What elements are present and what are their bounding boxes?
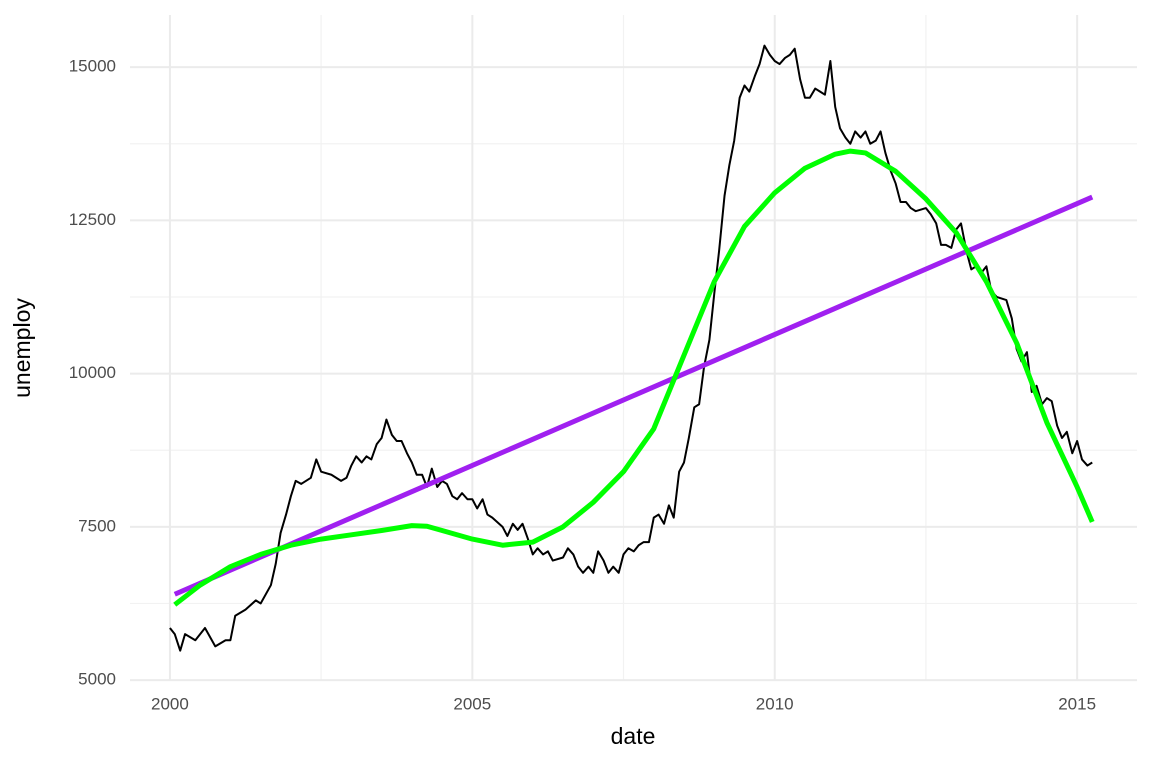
series-line — [173, 148, 1095, 607]
series-line — [169, 44, 1093, 652]
series-line — [173, 194, 1094, 597]
x-tick-label: 2015 — [1058, 694, 1096, 713]
y-tick-label: 7500 — [78, 516, 116, 535]
y-tick-label: 15000 — [69, 57, 116, 76]
y-tick-label: 12500 — [69, 210, 116, 229]
y-axis-title: unemploy — [9, 298, 35, 398]
x-tick-label: 2005 — [453, 694, 491, 713]
x-tick-label: 2010 — [756, 694, 794, 713]
x-axis-title: date — [611, 723, 656, 749]
x-tick-label: 2000 — [151, 694, 189, 713]
y-tick-label: 10000 — [69, 363, 116, 382]
y-tick-label: 5000 — [78, 670, 116, 689]
